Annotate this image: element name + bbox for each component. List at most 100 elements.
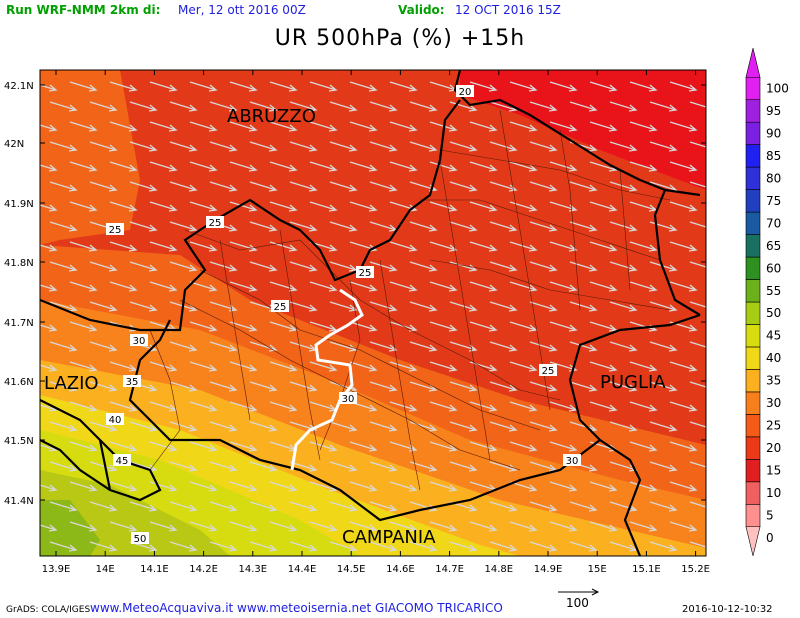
wind-arrow (149, 201, 177, 211)
wind-arrowhead (368, 84, 378, 92)
wind-arrowhead (508, 144, 518, 152)
wind-arrowhead (468, 144, 478, 152)
wind-arrow (169, 221, 197, 231)
grads-credit: GrADS: COLA/IGES (6, 605, 91, 615)
wind-arrowhead (128, 284, 138, 292)
wind-arrow (209, 341, 237, 351)
wind-arrow (529, 301, 557, 311)
wind-arrow (249, 221, 277, 231)
wind-arrowhead (588, 224, 598, 232)
wind-arrow (549, 121, 577, 131)
wind-arrow (689, 221, 706, 228)
wind-arrowhead (308, 104, 318, 112)
wind-arrowhead (709, 425, 716, 431)
wind-arrowhead (348, 504, 358, 512)
wind-arrow (589, 481, 617, 491)
wind-arrowhead (108, 144, 118, 152)
wind-arrowhead (588, 504, 598, 512)
wind-arrowhead (208, 124, 218, 132)
wind-arrow (529, 181, 557, 191)
wind-arrowhead (628, 264, 638, 272)
colorbar-label: 5 (766, 509, 774, 523)
wind-arrow (509, 321, 537, 331)
wind-arrow (369, 101, 397, 111)
wind-arrow (349, 121, 377, 131)
y-axis: 42.1N 42N 41.9N 41.8N 41.7N 41.6N 41.5N 41.4N (4, 81, 706, 507)
x-tick-label: 14.7E (435, 564, 464, 575)
wind-arrow (209, 461, 237, 471)
wind-arrowhead (48, 484, 58, 492)
wind-arrow (249, 381, 277, 391)
wind-arrowhead (248, 84, 258, 92)
wind-arrowhead (548, 504, 558, 512)
wind-arrowhead (548, 344, 558, 352)
wind-arrowhead (608, 124, 618, 132)
wind-arrowhead (448, 404, 458, 412)
colorbar-label: 50 (766, 306, 781, 320)
wind-arrow (609, 261, 637, 271)
colorbar-swatch (745, 121, 761, 145)
wind-arrowhead (709, 145, 716, 151)
wind-arrow (629, 521, 657, 531)
wind-arrowhead (248, 324, 258, 332)
wind-arrowhead (688, 124, 698, 132)
wind-arrowhead (328, 164, 338, 172)
colorbar: 0 5 10 15 20 25 30 35 40 45 50 55 60 65 70 75 80 85 90 95 10… (745, 47, 789, 557)
wind-scale-arrowhead (591, 588, 600, 596)
wind-arrow (649, 101, 677, 111)
x-tick-label: 14.5E (337, 564, 366, 575)
wind-arrowhead (388, 504, 398, 512)
wind-arrowhead (208, 444, 218, 452)
wind-arrow (669, 441, 697, 451)
wind-arrow (309, 521, 337, 531)
wind-arrowhead (48, 84, 58, 92)
wind-arrowhead (448, 444, 458, 452)
wind-arrow (429, 321, 457, 331)
wind-arrowhead (328, 244, 338, 252)
wind-arrowhead (288, 484, 298, 492)
wind-arrowhead (208, 524, 218, 532)
wind-arrow (129, 461, 157, 471)
wind-arrow (209, 101, 237, 111)
wind-arrow (349, 281, 377, 291)
wind-arrow (609, 421, 637, 431)
wind-arrow (329, 501, 357, 511)
run-date: Mer, 12 ott 2016 00Z (178, 3, 306, 17)
wind-arrowhead (528, 404, 538, 412)
wind-arrow (689, 461, 706, 468)
wind-arrowhead (468, 504, 478, 512)
wind-arrow (549, 401, 577, 411)
wind-arrowhead (488, 364, 498, 372)
wind-arrowhead (508, 264, 518, 272)
wind-arrow (189, 401, 217, 411)
wind-arrow (189, 281, 217, 291)
wind-arrow (669, 361, 697, 371)
wind-arrowhead (709, 385, 716, 391)
wind-arrow (249, 501, 277, 511)
wind-arrowhead (688, 164, 698, 172)
wind-arrowhead (148, 184, 158, 192)
wind-arrow (209, 381, 237, 391)
wind-arrowhead (88, 244, 98, 252)
wind-arrow (569, 381, 597, 391)
wind-arrow (229, 161, 257, 171)
wind-arrow (149, 481, 177, 491)
wind-arrow (89, 301, 117, 311)
colorbar-label: 85 (766, 149, 781, 163)
humidity-field (40, 70, 706, 556)
x-tick-label: 15E (588, 564, 607, 575)
wind-arrowhead (228, 504, 238, 512)
colorbar-label: 30 (766, 396, 781, 410)
wind-arrow (149, 241, 177, 251)
wind-arrowhead (468, 464, 478, 472)
municipal-borders (149, 109, 671, 491)
wind-arrow (409, 101, 437, 111)
wind-arrow (269, 81, 297, 91)
province-border (290, 288, 364, 471)
wind-arrow (89, 181, 117, 191)
wind-arrowhead (528, 84, 538, 92)
wind-arrow (69, 81, 97, 91)
wind-arrowhead (68, 344, 78, 352)
wind-arrow (369, 501, 397, 511)
wind-arrowhead (268, 384, 278, 392)
